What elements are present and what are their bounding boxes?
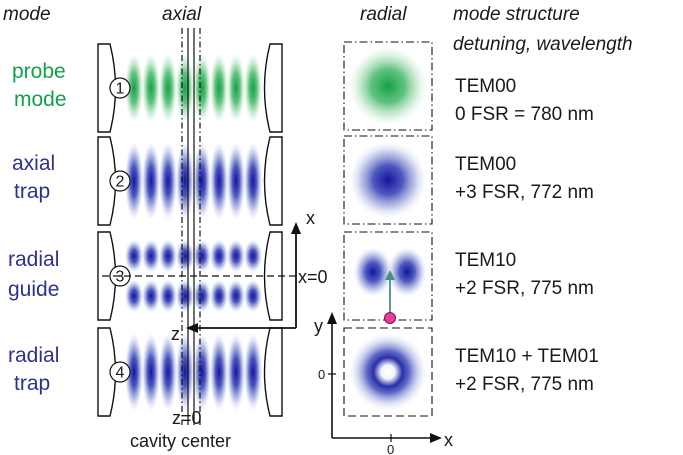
axial-lobe-upper [210, 240, 228, 272]
x-zero-label: x=0 [298, 267, 328, 287]
row1-info-line1: TEM00 [455, 76, 516, 97]
row3-info-line1: TEM10 [455, 250, 516, 271]
axial-lobe [227, 54, 245, 122]
radial-x-zero: 0 [387, 442, 394, 455]
axial-lobe-lower [176, 280, 194, 312]
axial-cavity-views: 1 2 3 4 [97, 43, 283, 417]
z-zero-label: z=0 [172, 408, 202, 428]
cavity-center-label: cavity center [130, 431, 231, 451]
axial-lobe [159, 143, 177, 219]
axial-lobe-upper [125, 240, 143, 272]
row-number-circle [109, 170, 131, 192]
axial-lobe-upper [142, 240, 160, 272]
axial-lobe [159, 334, 177, 410]
header-radial: radial [360, 4, 407, 25]
axial-lobe-lower [159, 280, 177, 312]
axial-lobe-upper [159, 240, 177, 272]
row1-info-line2: 0 FSR = 780 nm [455, 104, 594, 125]
axial-lobe-upper [193, 240, 211, 272]
radial-box-1 [343, 41, 433, 131]
axial-lobe-upper [176, 240, 194, 272]
radial-lobe-right [388, 248, 426, 296]
row-number-circle [109, 77, 131, 99]
right-mirror [263, 327, 283, 417]
row1-label-line1: probe [12, 60, 66, 83]
axial-z-label: z [171, 324, 180, 344]
radial-box-4 [343, 327, 433, 417]
row2-info-line1: TEM00 [455, 154, 516, 175]
row-number: 3 [116, 269, 125, 286]
radial-x-label: x [444, 430, 453, 450]
cavity-center-lines [181, 28, 201, 425]
axial-lobe [125, 143, 143, 219]
axial-lobe [227, 143, 245, 219]
axial-lobe [159, 54, 177, 122]
row-number-circle [109, 361, 131, 383]
axial-lobe [125, 334, 143, 410]
axial-lobe [193, 54, 211, 122]
axial-lobe-upper [244, 240, 262, 272]
axial-lobe [142, 54, 160, 122]
radial-profile-tem00-probe [350, 48, 426, 124]
row4-label-line2: trap [14, 372, 50, 395]
row2-label-line1: axial [12, 152, 55, 175]
axial-lobe [210, 143, 228, 219]
axial-lobe [125, 54, 143, 122]
row-number: 2 [116, 174, 125, 191]
radial-box-2 [343, 135, 433, 225]
mode-info: TEM00 0 FSR = 780 nm TEM00 +3 FSR, 772 n… [455, 76, 599, 395]
axial-lobe [142, 334, 160, 410]
axial-lobe-lower [210, 280, 228, 312]
right-mirror [263, 136, 283, 226]
row-number: 4 [116, 365, 125, 382]
axial-lobe [244, 143, 262, 219]
axial-lobe [176, 143, 194, 219]
row-labels: probe mode axial trap radial guide radia… [8, 60, 67, 395]
row4-info-line2: +2 FSR, 775 nm [455, 374, 594, 395]
row4-info-line1: TEM10 + TEM01 [455, 346, 599, 367]
radial-y-zero: 0 [318, 367, 325, 382]
row2-info-line2: +3 FSR, 772 nm [455, 182, 594, 203]
header-structure-line1: mode structure [453, 4, 580, 25]
header-structure-line2: detuning, wavelength [453, 34, 633, 55]
right-mirror [263, 43, 283, 133]
axial-x-label: x [306, 208, 315, 228]
axial-lobe [227, 334, 245, 410]
row1-label-line2: mode [14, 88, 67, 111]
axial-lobe-lower [142, 280, 160, 312]
axial-lobe-upper [227, 240, 245, 272]
axial-lobe [244, 54, 262, 122]
axial-lobe-lower [244, 280, 262, 312]
header-mode: mode [3, 4, 51, 25]
radial-y-label: y [314, 316, 323, 336]
axial-row-4: 4 [97, 327, 283, 417]
row-number: 1 [116, 81, 125, 98]
axial-lobe-lower [193, 280, 211, 312]
axial-lobe [244, 334, 262, 410]
axial-lobe [193, 143, 211, 219]
axial-lobe-lower [125, 280, 143, 312]
radial-profile-tem00-trap [351, 143, 425, 217]
radial-profile-donut [350, 334, 426, 410]
row4-label-line1: radial [8, 344, 59, 367]
axial-row-1: 1 [97, 43, 283, 133]
row3-label-line1: radial [8, 248, 59, 271]
row3-info-line2: +2 FSR, 775 nm [455, 278, 594, 299]
axial-lobe [176, 334, 194, 410]
axial-lobe [210, 54, 228, 122]
axial-lobe [142, 143, 160, 219]
axial-lobe-lower [227, 280, 245, 312]
radial-lobe-left [354, 248, 392, 296]
row3-label-line2: guide [8, 278, 59, 301]
radial-box-3 [343, 231, 433, 324]
row2-label-line2: trap [14, 180, 50, 203]
axial-lobe [193, 334, 211, 410]
axial-lobe [176, 54, 194, 122]
axial-lobe [210, 334, 228, 410]
axial-row-2: 2 [97, 136, 283, 226]
header-axial: axial [162, 4, 202, 25]
atom-marker [384, 312, 396, 324]
